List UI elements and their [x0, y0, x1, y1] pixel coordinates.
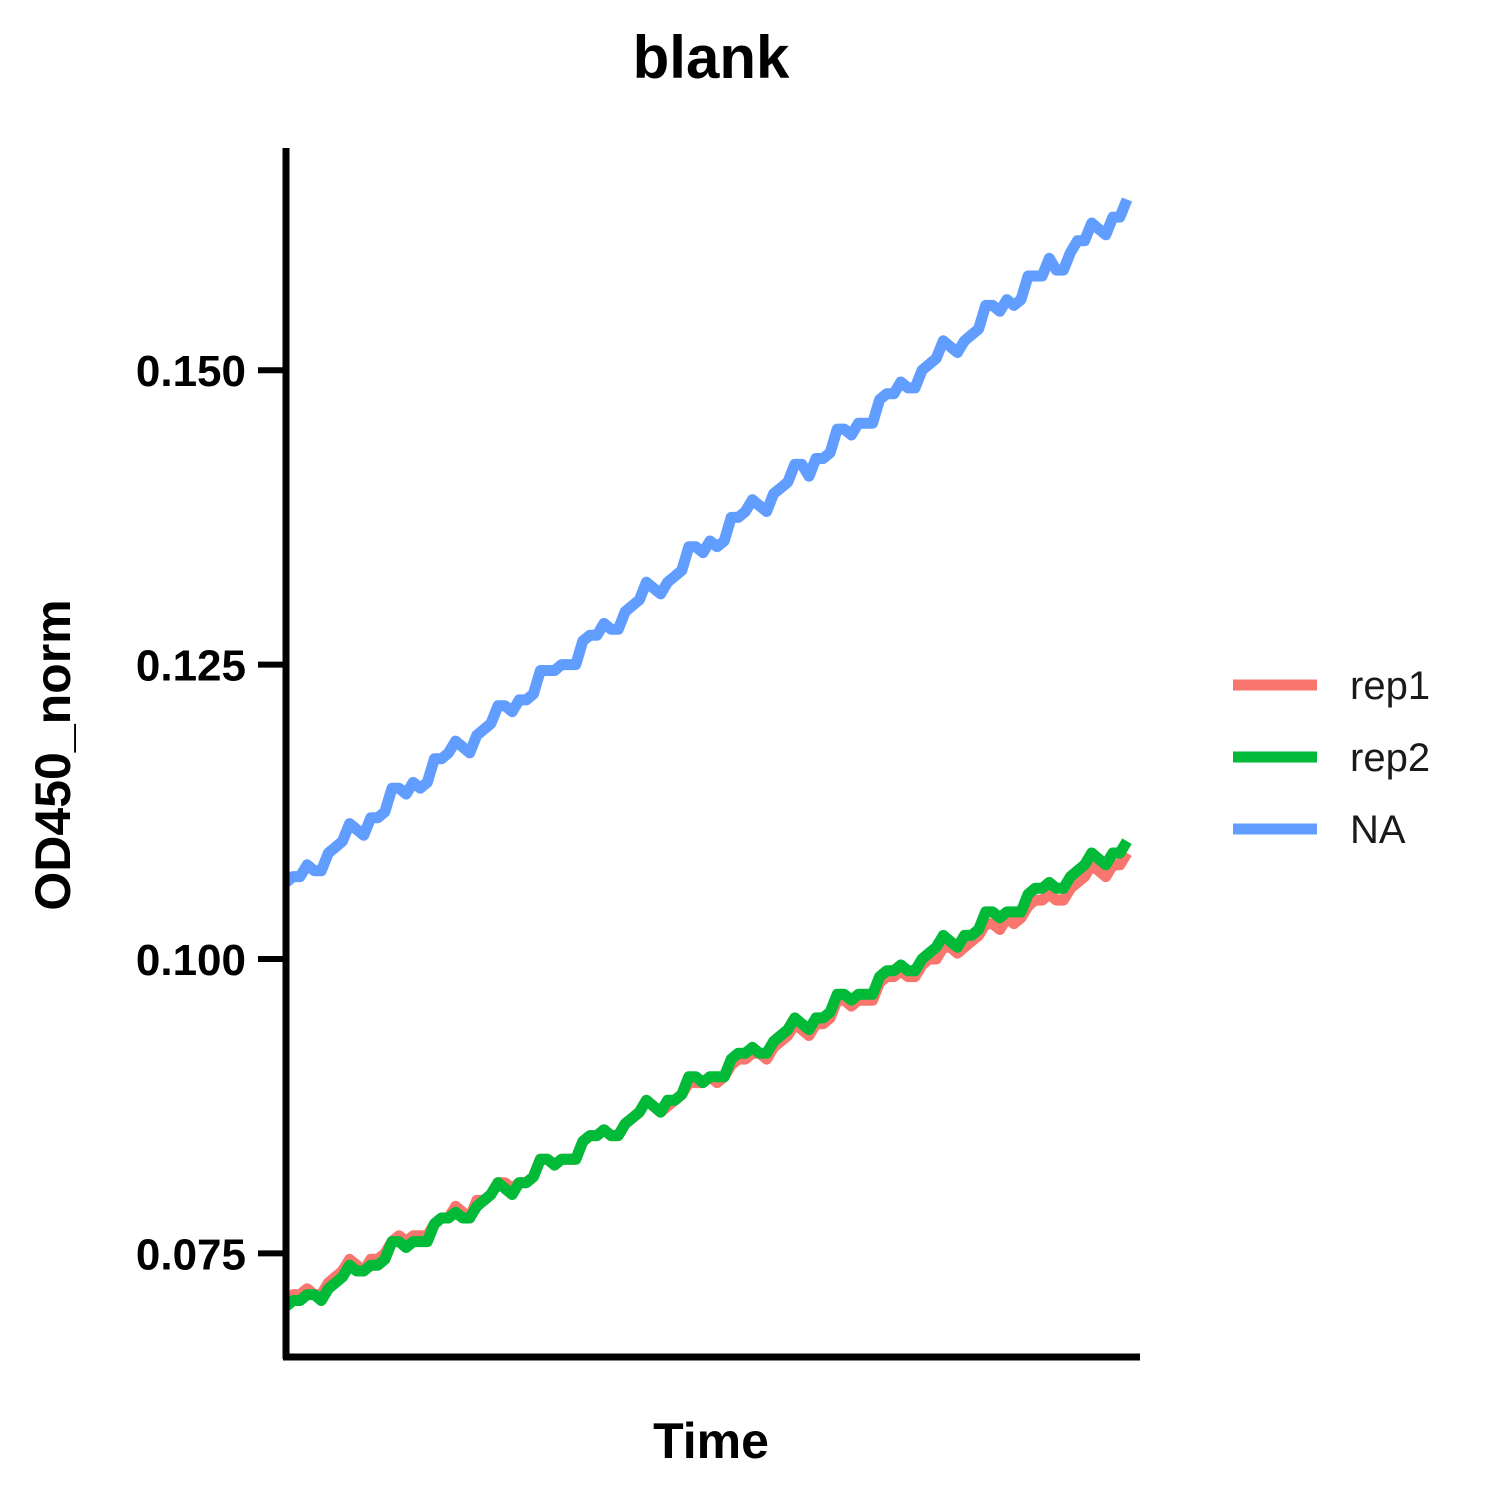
legend-label-rep1: rep1 — [1350, 664, 1430, 708]
legend-label-rep2: rep2 — [1350, 736, 1430, 780]
series-line-na — [282, 197, 1133, 887]
series-layer — [282, 197, 1133, 1311]
y-tick-label: 0.075 — [136, 1230, 246, 1279]
x-axis-title: Time — [653, 1413, 769, 1469]
y-tick-label: 0.125 — [136, 642, 246, 691]
y-ticks: 0.075 0.100 0.125 0.150 — [136, 347, 286, 1279]
chart-title: blank — [633, 24, 790, 91]
series-line-rep2 — [282, 838, 1132, 1311]
y-tick-label: 0.150 — [136, 347, 246, 396]
y-axis-title: OD450_norm — [25, 599, 81, 910]
y-tick-label: 0.100 — [136, 936, 246, 985]
legend: rep1 rep2 NA — [1233, 664, 1430, 852]
legend-label-na: NA — [1350, 808, 1406, 852]
